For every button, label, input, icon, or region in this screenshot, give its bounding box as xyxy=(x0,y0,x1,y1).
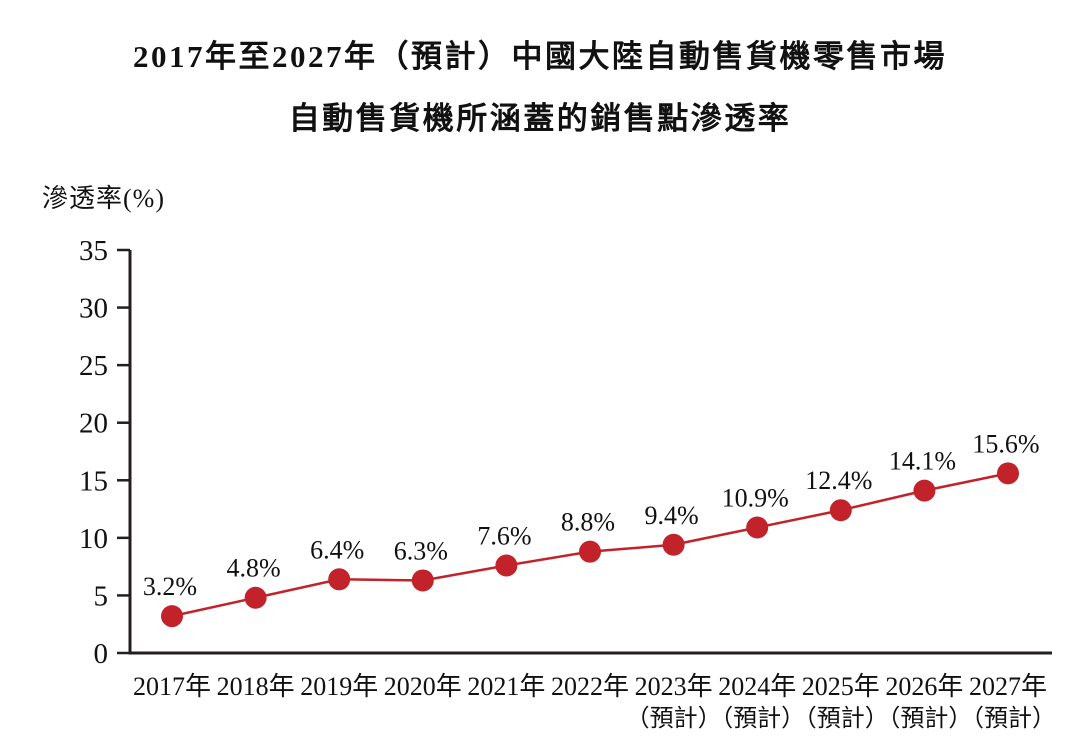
data-point-label: 8.8% xyxy=(561,508,615,537)
x-tick-label: 2025年 xyxy=(802,672,880,701)
data-point xyxy=(411,569,434,592)
data-point-label: 6.4% xyxy=(310,535,364,564)
data-point xyxy=(746,516,769,539)
y-axis-title: 滲透率(%) xyxy=(42,184,165,213)
x-tick-label: 2023年 xyxy=(635,672,713,701)
x-tick-label: 2020年 xyxy=(384,672,462,701)
x-tick-label: 2021年 xyxy=(467,672,545,701)
chart-title-line1: 2017年至2027年（預計）中國大陸自動售貨機零售市場 xyxy=(133,39,947,74)
data-point-label: 9.4% xyxy=(645,501,699,530)
x-tick-label: 2024年 xyxy=(718,672,796,701)
data-point xyxy=(161,605,183,628)
y-tick-label: 15 xyxy=(79,465,108,497)
y-tick-label: 25 xyxy=(79,350,108,382)
data-point-label: 3.2% xyxy=(143,572,197,601)
data-point-label: 10.9% xyxy=(722,483,789,512)
chart-title: 2017年至2027年（預計）中國大陸自動售貨機零售市場 自動售貨機所涵蓋的銷售… xyxy=(0,26,1080,150)
data-point-label: 14.1% xyxy=(889,447,956,476)
x-tick-label: 2026年 xyxy=(885,672,963,701)
x-tick-sublabel: （預計） xyxy=(960,705,1056,732)
x-tick-sublabel: （預計） xyxy=(709,705,805,732)
x-tick-sublabel: （預計） xyxy=(876,705,972,732)
data-point xyxy=(579,540,601,563)
data-point-label: 15.6% xyxy=(972,429,1039,458)
x-tick-label: 2027年 xyxy=(969,672,1047,701)
y-tick-label: 30 xyxy=(79,293,108,325)
x-tick-label: 2019年 xyxy=(300,672,378,701)
data-point-label: 4.8% xyxy=(227,554,281,583)
data-point xyxy=(913,479,936,502)
x-tick-label: 2017年 xyxy=(133,672,211,701)
y-tick-label: 35 xyxy=(79,235,108,267)
x-tick-label: 2018年 xyxy=(217,672,295,701)
x-tick-label: 2022年 xyxy=(551,672,629,701)
data-point xyxy=(495,554,518,577)
data-point-label: 12.4% xyxy=(805,466,872,495)
data-point xyxy=(328,568,351,591)
y-tick-label: 5 xyxy=(94,580,109,612)
data-point xyxy=(829,499,852,522)
data-point-label: 7.6% xyxy=(477,521,531,550)
data-point xyxy=(244,586,267,609)
y-tick-label: 0 xyxy=(94,638,109,670)
data-point xyxy=(662,533,685,556)
y-tick-label: 20 xyxy=(79,408,108,440)
data-point-label: 6.3% xyxy=(394,536,448,565)
x-tick-sublabel: （預計） xyxy=(626,705,722,732)
chart-title-line2: 自動售貨機所涵蓋的銷售點滲透率 xyxy=(288,101,792,136)
x-tick-sublabel: （預計） xyxy=(793,705,889,732)
data-point xyxy=(997,462,1019,485)
y-tick-label: 10 xyxy=(79,523,108,555)
